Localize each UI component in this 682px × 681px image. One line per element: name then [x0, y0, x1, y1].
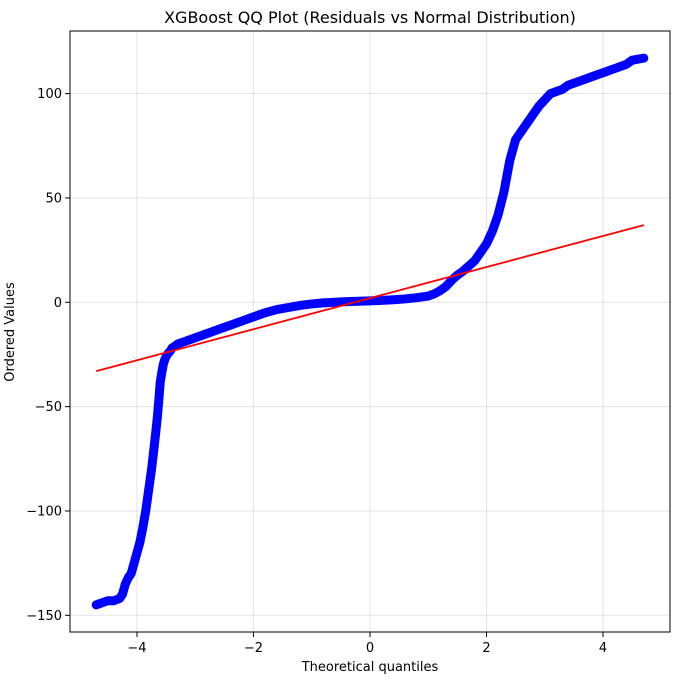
qq-point [135, 538, 145, 547]
qq-point [511, 135, 520, 144]
qq-point [482, 239, 491, 249]
x-tick-label: −2 [244, 641, 263, 656]
qq-point [225, 321, 235, 330]
qq-point [389, 295, 398, 304]
qq-point [103, 596, 113, 605]
qq-point [563, 81, 573, 90]
qq-point [132, 548, 142, 557]
qq-point [141, 506, 150, 516]
y-tick-label: 100 [37, 87, 62, 102]
qq-point [412, 293, 421, 302]
y-tick-label: 0 [54, 296, 62, 311]
axes: −4 −2 0 2 4 −150 −100 −50 0 50 100 [26, 30, 671, 656]
qq-point [610, 64, 619, 73]
reference-line [95, 224, 645, 373]
qq-point [639, 53, 648, 63]
qq-point [587, 72, 596, 82]
qq-point [517, 126, 526, 136]
qq-point [118, 590, 127, 599]
qq-point [598, 68, 608, 77]
qq-point [499, 187, 509, 196]
y-tick-label: −100 [26, 504, 62, 519]
qq-point [121, 579, 130, 589]
qq-point [249, 312, 258, 322]
qq-point [435, 286, 445, 296]
y-tick-label: −50 [35, 400, 62, 415]
x-tick-label: 4 [599, 641, 607, 656]
qq-point [260, 308, 270, 317]
qq-point [558, 85, 567, 94]
qq-point [295, 301, 305, 310]
qq-point [540, 95, 549, 105]
qq-point [488, 227, 497, 236]
x-tick-label: 2 [482, 641, 490, 656]
qq-point [284, 303, 293, 312]
qq-point [377, 296, 386, 305]
qq-point [92, 600, 101, 610]
qq-point [144, 485, 153, 495]
qq-point [627, 56, 637, 65]
y-tick-label: −150 [26, 609, 62, 624]
qq-point [154, 391, 164, 401]
x-axis-label: Theoretical quantiles [301, 660, 439, 675]
qq-point [493, 210, 503, 219]
qq-point [534, 101, 544, 111]
qq-point [470, 256, 480, 265]
qq-point [153, 412, 162, 422]
qq-point [147, 465, 156, 474]
qq-point [237, 316, 247, 326]
qq-point [476, 248, 485, 257]
qq-point [528, 110, 538, 119]
qq-point [157, 366, 167, 376]
qq-point [505, 156, 515, 165]
y-tick-label: 50 [45, 191, 62, 206]
y-axis-label: Ordered Values [3, 282, 18, 382]
qq-point [622, 60, 631, 69]
qq-point [330, 298, 340, 307]
qq-point [464, 261, 474, 270]
qq-point [214, 325, 223, 334]
qq-point [447, 276, 456, 285]
data-layer [91, 53, 649, 610]
chart-title: XGBoost QQ Plot (Residuals vs Normal Dis… [164, 8, 576, 27]
qq-point [441, 282, 450, 291]
x-tick-label: −4 [127, 641, 146, 656]
qq-point [126, 569, 136, 578]
qq-point [202, 329, 212, 338]
qq-point [129, 558, 139, 568]
x-tick-label: 0 [366, 641, 374, 656]
qq-point [191, 333, 200, 342]
qq-point [575, 76, 584, 86]
qq-point [307, 299, 316, 309]
qq-point [400, 294, 410, 304]
qq-point [138, 523, 148, 532]
qq-point [150, 439, 159, 449]
qq-point [156, 377, 165, 386]
qq-point [319, 298, 328, 308]
qq-point [272, 305, 281, 314]
qq-point [523, 118, 532, 128]
